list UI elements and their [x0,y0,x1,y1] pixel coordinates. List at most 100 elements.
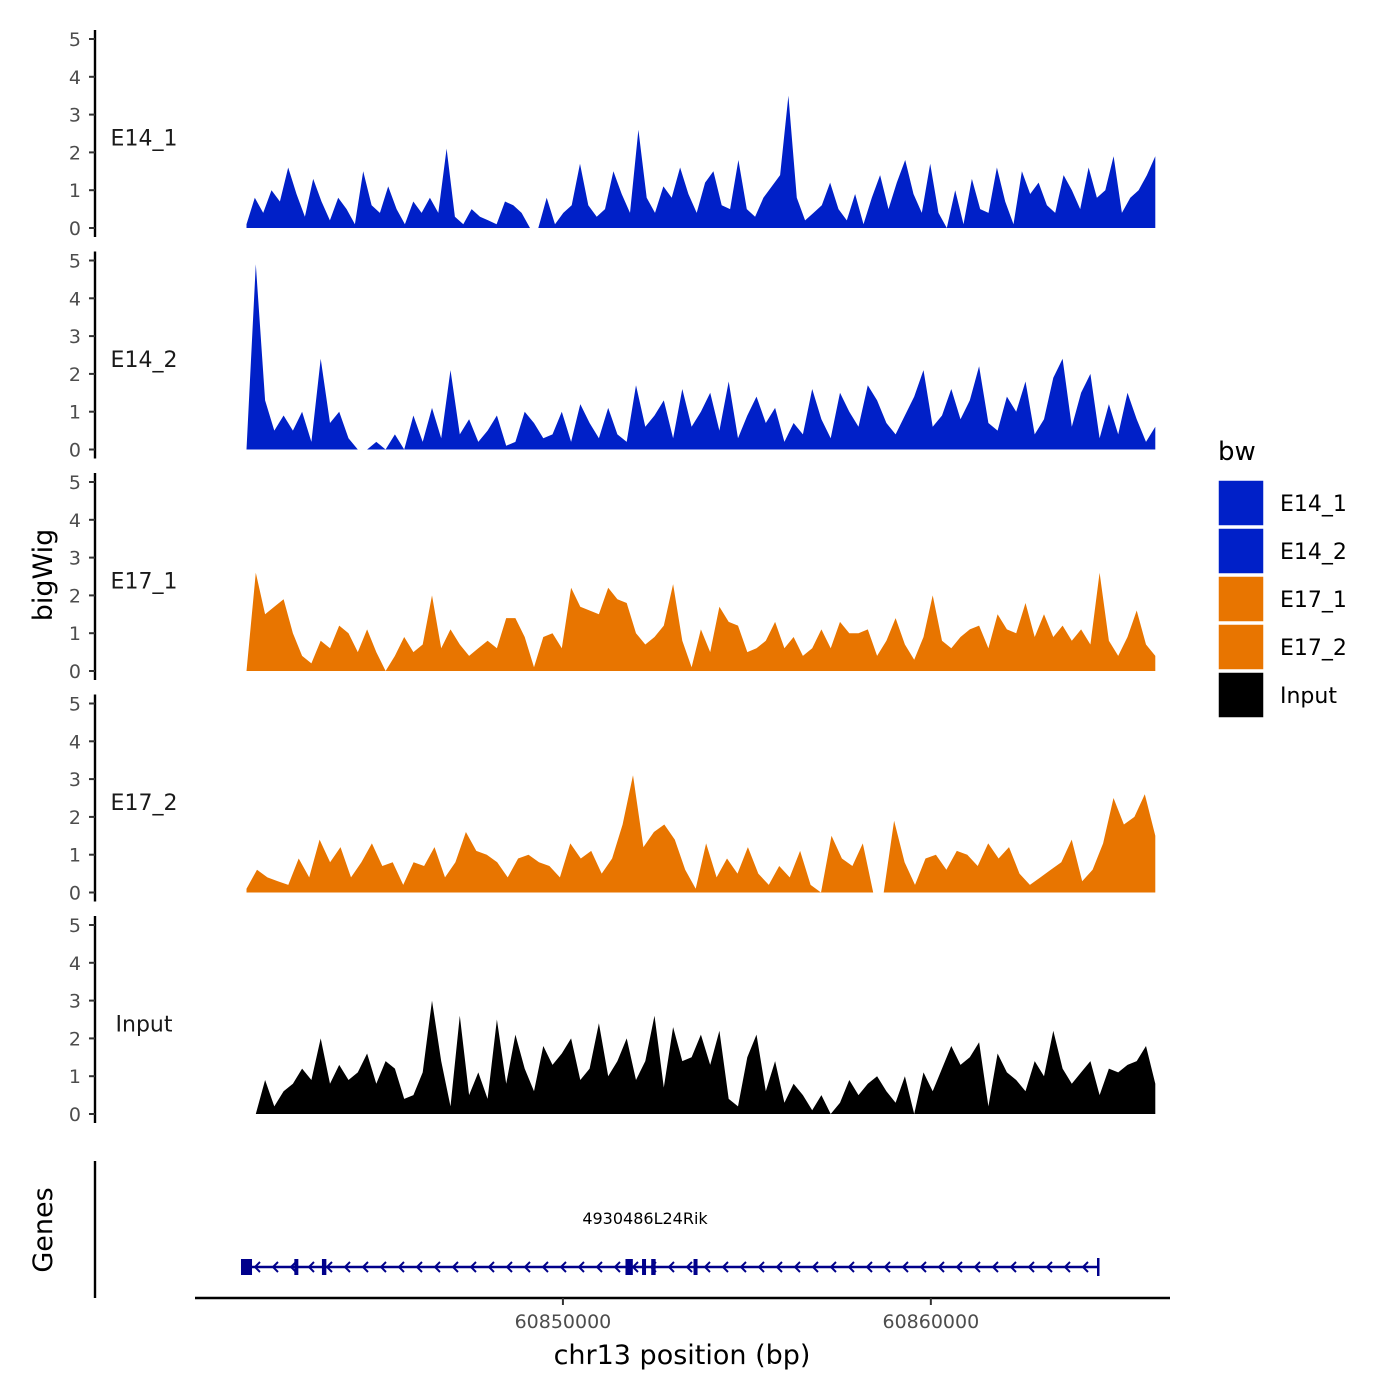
strand-arrow [865,1261,873,1273]
y-tick-label: 2 [69,1028,81,1050]
strand-arrow [379,1261,387,1273]
strand-arrow [559,1261,567,1273]
track-input: 0 1 2 3 4 5 Input [69,915,1156,1126]
strand-arrow [1063,1261,1071,1273]
strand-arrow [829,1261,837,1273]
gene-exon [294,1259,299,1275]
strand-arrow [793,1261,801,1273]
strand-arrow [307,1261,315,1273]
strand-arrow [973,1261,981,1273]
x-axis: 60850000 60860000 chr13 position (bp) [195,1296,1170,1371]
strand-arrow [955,1261,963,1273]
strand-arrow [325,1261,333,1273]
strand-arrow [919,1261,927,1273]
gene-exon [625,1259,633,1275]
y-tick-label: 2 [69,364,81,386]
area-e17-1 [246,572,1156,671]
y-tick-label: 2 [69,807,81,829]
gene-exon [321,1259,327,1275]
strand-arrow [595,1261,603,1273]
genes-track-title: Genes [28,1187,59,1272]
strand-arrow [361,1261,369,1273]
legend: bw E14_1 E14_2 E17_1 E17_2 Input [1217,437,1347,719]
y-tick-label: 1 [69,623,81,645]
strand-arrow [523,1261,531,1273]
legend-label: E14_1 [1280,492,1347,517]
x-tick-label: 60850000 [515,1311,612,1333]
legend-swatch [1217,623,1265,671]
strand-arrow [415,1261,423,1273]
strand-arrow [343,1261,351,1273]
y-tick-label: 1 [69,402,81,424]
y-tick-label: 3 [69,105,81,127]
strand-arrow [271,1261,279,1273]
area-e14-2 [246,264,1156,450]
y-tick-label: 3 [69,548,81,570]
y-tick-label: 2 [69,142,81,164]
strand-arrow [1027,1261,1035,1273]
y-tick-label: 1 [69,180,81,202]
x-axis-title: chr13 position (bp) [554,1340,811,1371]
y-tick-label: 4 [69,731,81,753]
strand-arrow [1045,1261,1053,1273]
y-tick-label: 0 [69,883,81,905]
gene-model [240,1258,1100,1276]
strand-arrow [433,1261,441,1273]
track-label-e14-2: E14_2 [111,348,178,373]
legend-item-e17-2: E17_2 [1217,623,1347,671]
strand-arrow [991,1261,999,1273]
track-label-e14-1: E14_1 [111,126,178,151]
y-tick-label: 0 [69,1104,81,1126]
y-tick-label: 0 [69,440,81,462]
y-tick-label: 5 [69,915,81,937]
legend-label: E17_1 [1280,588,1347,613]
legend-swatch [1217,527,1265,575]
strand-arrow [1009,1261,1017,1273]
legend-swatch [1217,671,1265,719]
x-ticks: 60850000 60860000 [515,1298,979,1333]
x-tick-label: 60860000 [882,1311,979,1333]
strand-arrow [631,1261,639,1273]
legend-item-e14-1: E14_1 [1217,479,1347,527]
legend-swatch [1217,575,1265,623]
strand-arrow [703,1261,711,1273]
y-tick-label: 3 [69,991,81,1013]
gene-exon [240,1259,253,1275]
y-tick-label: 0 [69,661,81,683]
gene-name-label: 4930486L24Rik [582,1209,708,1228]
area-e14-1 [246,95,1156,228]
strand-arrow [289,1261,297,1273]
track-e14-1: 0 1 2 3 4 5 E14_1 [69,29,1156,240]
track-label-e17-2: E17_2 [111,791,178,816]
area-e17-2 [246,775,1156,893]
y-tick-label: 1 [69,1066,81,1088]
strand-arrow [667,1261,675,1273]
strand-arrow [397,1261,405,1273]
strand-arrow [847,1261,855,1273]
y-tick-label: 5 [69,694,81,716]
y-tick-label: 4 [69,510,81,532]
y-tick-label: 2 [69,585,81,607]
strand-arrow [757,1261,765,1273]
legend-label: E17_2 [1280,636,1347,661]
y-tick-label: 5 [69,29,81,51]
y-tick-label: 0 [69,218,81,240]
strand-arrow [253,1261,261,1273]
strand-arrow [469,1261,477,1273]
legend-label: E14_2 [1280,540,1347,565]
track-label-input: Input [116,1012,173,1037]
y-tick-label: 5 [69,251,81,273]
y-tick-label: 1 [69,845,81,867]
coverage-tracks: 0 1 2 3 4 5 E14_1 0 1 2 3 4 5 E14_2 0 1 2 3 4 5 E17_1 0 1 2 3 4 5 E… [69,29,1156,1126]
strand-arrow [721,1261,729,1273]
strand-arrow [883,1261,891,1273]
strand-arrow [487,1261,495,1273]
strand-arrow [613,1261,621,1273]
gene-exon [642,1259,647,1275]
track-e17-2: 0 1 2 3 4 5 E17_2 [69,694,1156,905]
y-tick-label: 4 [69,67,81,89]
legend-swatch [1217,479,1265,527]
y-tick-label: 4 [69,288,81,310]
strand-arrow [505,1261,513,1273]
